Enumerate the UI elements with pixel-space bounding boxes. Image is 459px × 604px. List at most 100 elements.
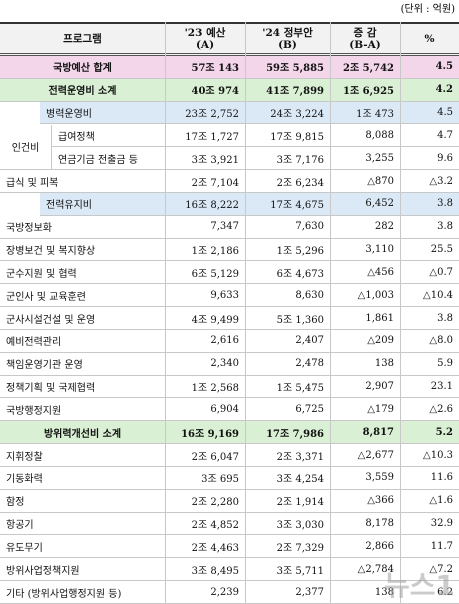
- cell-value: 1조 6,925: [330, 78, 400, 102]
- row-label: 방위사업정책지원: [0, 558, 165, 582]
- cell-value: 2조 7,104: [165, 170, 245, 193]
- cell-value: 3,255: [330, 147, 400, 171]
- cell-value: △3.2: [400, 170, 459, 193]
- cell-value: △870: [330, 170, 400, 193]
- cell-value: 3조 8,495: [165, 558, 245, 582]
- cell-value: 59조 5,885: [245, 56, 330, 79]
- cell-value: 2조 3,371: [245, 444, 330, 467]
- cell-value: 3,559: [330, 467, 400, 490]
- cell-value: △8.0: [400, 330, 459, 353]
- cell-value: 6조 5,129: [165, 262, 245, 285]
- cell-value: 4.5: [400, 56, 459, 79]
- cell-value: △366: [330, 490, 400, 513]
- row-label: 항공기: [0, 513, 165, 536]
- cell-value: △7.2: [400, 558, 459, 582]
- group-spacer: [0, 101, 40, 125]
- cell-value: 2조 1,914: [245, 490, 330, 513]
- cell-value: 2조 6,234: [245, 170, 330, 193]
- header-text: (B-A): [349, 38, 381, 51]
- cell-value: △2,677: [330, 444, 400, 467]
- cell-value: 24조 3,224: [245, 101, 330, 125]
- header-text: '23 예산: [184, 26, 226, 39]
- cell-value: 11.6: [400, 467, 459, 490]
- cell-value: 17조 1,727: [165, 125, 245, 148]
- cell-value: 3조 4,254: [245, 467, 330, 490]
- cell-value: 17조 7,986: [245, 421, 330, 445]
- cell-value: 3조 7,176: [245, 147, 330, 171]
- cell-value: 17조 9,815: [245, 125, 330, 148]
- cell-value: △179: [330, 399, 400, 422]
- cell-value: 3.8: [400, 193, 459, 216]
- row-label: 군사시설건설 및 운영: [0, 307, 165, 330]
- cell-value: 3.8: [400, 216, 459, 239]
- cell-value: 6,725: [245, 399, 330, 422]
- cell-value: 3,110: [330, 239, 400, 262]
- cell-value: 2,407: [245, 330, 330, 353]
- cell-value: 2조 6,047: [165, 444, 245, 467]
- row-label: 장병보건 및 복지향상: [0, 239, 165, 262]
- cell-value: 2,616: [165, 330, 245, 353]
- row-label: 전력유지비: [40, 193, 165, 216]
- cell-value: 9,633: [165, 284, 245, 308]
- cell-value: 2,377: [245, 581, 330, 604]
- cell-value: 9.6: [400, 147, 459, 171]
- row-label: 기동화력: [0, 467, 165, 490]
- row-label: 군수지원 및 협력: [0, 262, 165, 285]
- cell-value: 16조 8,222: [165, 193, 245, 216]
- cell-value: 2,239: [165, 581, 245, 604]
- cell-value: △2.6: [400, 399, 459, 422]
- column-line: [165, 22, 166, 604]
- row-label: 국방행정지원: [0, 399, 165, 422]
- cell-value: 2조 4,852: [165, 513, 245, 536]
- cell-value: 2조 4,463: [165, 536, 245, 559]
- cell-value: 17조 4,675: [245, 193, 330, 216]
- cell-value: 138: [330, 581, 400, 604]
- cell-value: 6,904: [165, 399, 245, 422]
- cell-value: 3.8: [400, 307, 459, 330]
- row-label: 기타 (방위사업행정지원 등): [0, 581, 165, 604]
- column-line: [245, 22, 246, 604]
- cell-value: 2,340: [165, 353, 245, 376]
- cell-value: 8,178: [330, 513, 400, 536]
- cell-value: 8,630: [245, 284, 330, 308]
- cell-value: 1조 5,475: [245, 376, 330, 399]
- row-label: 병력운영비: [40, 101, 165, 125]
- header-text: 프로그램: [63, 32, 102, 45]
- cell-value: △456: [330, 262, 400, 285]
- cell-value: 11.7: [400, 536, 459, 559]
- watermark: 뉴스1: [383, 569, 455, 602]
- cell-value: 4.2: [400, 78, 459, 102]
- cell-value: 1조 473: [330, 101, 400, 125]
- cell-value: 5조 1,360: [245, 307, 330, 330]
- cell-value: 4조 9,499: [165, 307, 245, 330]
- row-label: 국방정보화: [0, 216, 165, 239]
- header-cell: 증 감 (B-A): [330, 22, 400, 56]
- cell-value: 138: [330, 353, 400, 376]
- cell-value: 2,907: [330, 376, 400, 399]
- header-cell: %: [400, 22, 459, 56]
- header-text: (B): [278, 38, 297, 51]
- cell-value: 32.9: [400, 513, 459, 536]
- cell-value: 25.5: [400, 239, 459, 262]
- cell-value: 5.2: [400, 421, 459, 445]
- column-line: [400, 22, 401, 604]
- cell-value: 41조 7,899: [245, 78, 330, 102]
- header-text: '24 정부안: [262, 26, 313, 39]
- cell-value: 6,452: [330, 193, 400, 216]
- row-label: 정책기획 및 국제협력: [0, 376, 165, 399]
- row-label: 국방예산 합계: [0, 56, 165, 79]
- cell-value: 2조 7,329: [245, 536, 330, 559]
- row-label: 급식 및 피복: [0, 170, 165, 193]
- row-label: 방위력개선비 소계: [0, 421, 165, 445]
- cell-value: 23조 2,752: [165, 101, 245, 125]
- cell-value: 23.1: [400, 376, 459, 399]
- row-label: 전력운영비 소계: [0, 78, 165, 102]
- group-label: 인건비: [0, 124, 52, 171]
- cell-value: 2,478: [245, 353, 330, 376]
- unit-note: (단위 : 억원): [400, 4, 455, 15]
- cell-value: 6.2: [400, 581, 459, 604]
- row-label: 급여정책: [52, 125, 165, 148]
- cell-value: 7,630: [245, 216, 330, 239]
- cell-value: 3조 3,030: [245, 513, 330, 536]
